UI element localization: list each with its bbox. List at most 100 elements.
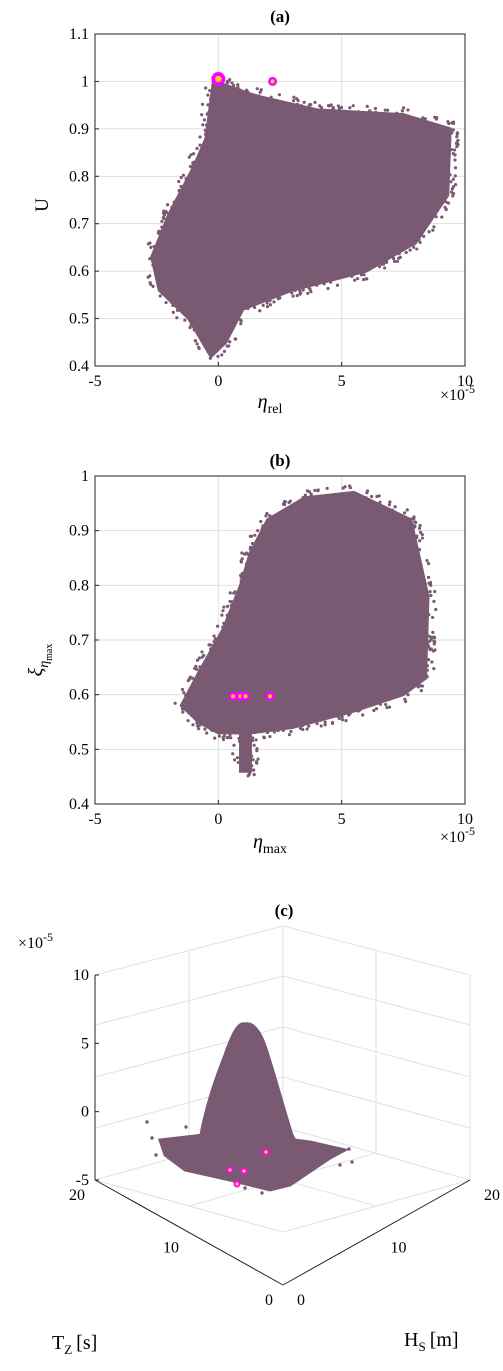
c-highlight-core bbox=[242, 1169, 246, 1173]
b-cloud-point bbox=[315, 721, 319, 726]
a-cloud-point bbox=[431, 228, 435, 232]
b-cloud-point bbox=[415, 684, 419, 688]
b-cloud-point bbox=[209, 643, 213, 647]
b-cloud-point bbox=[261, 524, 265, 528]
b-cloud-point bbox=[348, 486, 352, 490]
a-cloud-point bbox=[359, 273, 364, 277]
b-cloud-point bbox=[338, 713, 343, 717]
a-cloud-point bbox=[383, 108, 387, 112]
a-cloud-point bbox=[171, 310, 175, 314]
b-cloud-point bbox=[255, 761, 259, 765]
a-cloud-point bbox=[427, 230, 431, 234]
b-ytick-label: 0.7 bbox=[69, 632, 89, 649]
panel-a-x-exponent: ×10-5 bbox=[440, 382, 475, 404]
b-cloud-point bbox=[428, 590, 432, 594]
panel-b-x-exponent-power: -5 bbox=[465, 824, 475, 838]
b-cloud-point bbox=[173, 701, 177, 705]
a-cloud-point bbox=[298, 289, 302, 293]
a-cloud-point bbox=[295, 293, 299, 298]
a-cloud-point bbox=[148, 257, 152, 261]
a-cloud-point bbox=[404, 250, 408, 255]
b-cloud-point bbox=[195, 658, 200, 662]
panel-c-z-exponent-power: -5 bbox=[43, 930, 53, 944]
a-cloud-point bbox=[343, 109, 347, 113]
panel-a-highlights bbox=[211, 72, 278, 87]
b-cloud-point bbox=[251, 758, 255, 762]
b-cloud-point bbox=[418, 523, 422, 528]
b-cloud-point bbox=[404, 700, 408, 704]
a-cloud-point bbox=[451, 128, 455, 132]
panel-a: (a) -5 0 5 10 0.4 0.5 0.6 0.7 0.8 0.9 1 1.1 U ηrel… bbox=[32, 7, 475, 417]
a-cloud-point bbox=[449, 180, 453, 184]
b-cloud-point bbox=[256, 757, 260, 761]
a-cloud-point bbox=[149, 245, 153, 249]
b-ytick-label: 0.9 bbox=[69, 523, 89, 540]
a-cloud-point bbox=[172, 200, 176, 204]
b-cloud-point bbox=[301, 495, 305, 500]
a-cloud-point bbox=[200, 102, 205, 106]
b-cloud-point bbox=[232, 591, 236, 595]
a-cloud-point bbox=[318, 104, 322, 108]
panel-b-highlights bbox=[228, 691, 275, 701]
a-cloud-point bbox=[161, 211, 166, 215]
a-cloud-point bbox=[146, 242, 151, 246]
a-cloud-point bbox=[178, 189, 182, 193]
a-cloud-point bbox=[337, 107, 342, 111]
b-cloud-point bbox=[361, 713, 365, 717]
b-cloud-point bbox=[425, 633, 429, 637]
panel-a-cloud bbox=[146, 74, 460, 360]
a-cloud-point bbox=[184, 177, 188, 181]
a-cloud-body bbox=[150, 79, 452, 359]
a-cloud-point bbox=[195, 342, 199, 346]
b-cloud-point bbox=[239, 579, 243, 583]
a-cloud-point bbox=[401, 106, 406, 110]
a-cloud-point bbox=[374, 110, 378, 114]
panel-b-ylabel-sub: η bbox=[37, 661, 52, 668]
b-cloud-point bbox=[425, 559, 429, 563]
b-cloud-point bbox=[426, 575, 431, 579]
a-cloud-point bbox=[246, 306, 250, 311]
b-cloud-point bbox=[249, 534, 254, 538]
a-cloud-point bbox=[453, 166, 458, 170]
a-cloud-point bbox=[356, 110, 360, 114]
a-cloud-point bbox=[433, 211, 438, 215]
a-cloud-point bbox=[377, 265, 382, 269]
b-cloud-point bbox=[212, 640, 216, 644]
a-cloud-point bbox=[206, 350, 210, 354]
b-cloud-point bbox=[250, 541, 255, 545]
a-cloud-point bbox=[362, 273, 366, 277]
b-cloud-point bbox=[181, 710, 185, 714]
a-cloud-point bbox=[257, 94, 261, 98]
b-cloud-point bbox=[256, 529, 260, 533]
panel-b-x-exponent: ×10-5 bbox=[440, 824, 475, 846]
panel-a-x-exponent-base: ×10 bbox=[440, 387, 465, 404]
panel-b-xticks: -5 0 5 10 bbox=[88, 800, 473, 828]
b-cloud-point bbox=[325, 486, 329, 490]
panel-b-xlabel: ηmax bbox=[253, 831, 287, 857]
b-cloud-point bbox=[237, 739, 242, 743]
a-cloud-point bbox=[327, 104, 332, 108]
a-cloud-point bbox=[204, 86, 208, 90]
b-cloud-point bbox=[319, 718, 323, 722]
b-cloud-point bbox=[430, 660, 434, 664]
b-cloud-point bbox=[190, 676, 195, 680]
a-cloud-point bbox=[395, 111, 399, 115]
b-cloud-point bbox=[198, 665, 202, 669]
panel-a-xlabel-sub: rel bbox=[268, 402, 283, 417]
b-cloud-point bbox=[432, 667, 436, 671]
a-cloud-point bbox=[391, 256, 396, 261]
a-cloud-point bbox=[175, 308, 180, 312]
b-cloud-point bbox=[262, 736, 266, 740]
c-cloud-point bbox=[145, 1120, 149, 1124]
c-hs-tick-label: 10 bbox=[391, 1240, 407, 1257]
b-cloud-point bbox=[281, 728, 285, 732]
a-xtick-label: 0 bbox=[214, 373, 222, 390]
a-cloud-point bbox=[451, 185, 455, 189]
b-cloud-point bbox=[255, 749, 259, 753]
c-cloud-point bbox=[308, 1158, 312, 1162]
b-cloud-point bbox=[289, 729, 293, 734]
a-cloud-point bbox=[191, 152, 196, 156]
a-cloud-point bbox=[146, 275, 150, 279]
b-cloud-point bbox=[307, 490, 312, 494]
a-cloud-point bbox=[160, 225, 164, 229]
